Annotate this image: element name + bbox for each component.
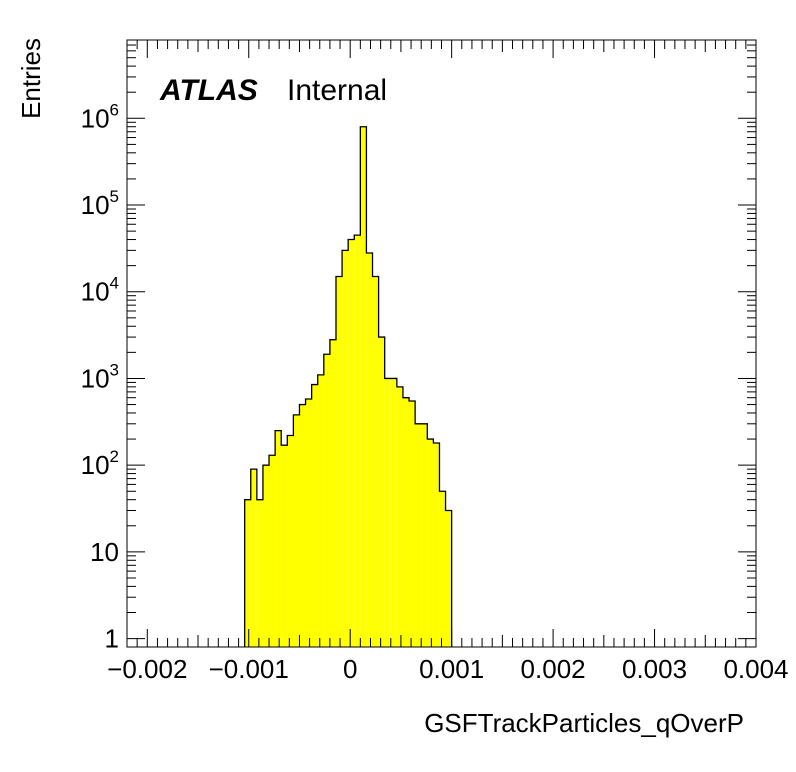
histogram-outline	[244, 126, 453, 647]
y-tick-label: 1	[105, 624, 119, 654]
histogram-bar	[250, 469, 257, 647]
histogram-bar	[335, 276, 343, 647]
histogram-bar	[317, 374, 324, 647]
y-tick-base: 10	[81, 363, 110, 393]
y-tick-base: 10	[81, 103, 110, 133]
x-axis-ticks	[126, 40, 757, 647]
histogram-bar	[305, 398, 312, 647]
internal-label: Internal	[287, 74, 387, 107]
y-axis-title: Entries	[16, 38, 46, 119]
histogram-bar	[287, 435, 294, 647]
histogram-bar	[299, 404, 306, 647]
histogram-bar	[293, 414, 300, 647]
histogram-bar	[433, 443, 440, 647]
x-tick-labels: −0.002 −0.001 0 0.001 0.002 0.003 0.004	[107, 654, 788, 684]
x-tick-label: 0.001	[419, 654, 484, 684]
histogram-bar	[445, 510, 452, 647]
histogram-bar	[360, 126, 367, 647]
histogram-bar	[402, 397, 410, 647]
histogram-bar	[244, 499, 251, 647]
histogram-bar	[323, 354, 330, 647]
y-tick-exponent: 5	[110, 187, 119, 206]
x-tick-label: 0.004	[723, 654, 788, 684]
y-tick-base: 10	[90, 537, 119, 567]
histogram-bar	[366, 252, 373, 647]
histogram-bar	[415, 423, 422, 647]
y-tick-base: 1	[105, 624, 119, 654]
y-tick-label: 102	[81, 447, 119, 480]
y-tick-base: 10	[81, 450, 110, 480]
y-tick-exponent: 2	[110, 447, 119, 466]
histogram-bar	[262, 465, 270, 647]
histogram-bins	[244, 126, 453, 648]
histogram-bar	[439, 491, 446, 647]
x-tick-label: 0.003	[622, 654, 687, 684]
histogram-bar	[396, 386, 403, 647]
histogram-bar	[354, 235, 361, 648]
histogram-bar	[275, 430, 282, 647]
x-axis-title: GSFTrackParticles_qOverP	[424, 708, 744, 738]
y-tick-label: 10	[90, 537, 119, 567]
histogram-bar	[348, 239, 355, 647]
histogram-bar	[269, 455, 276, 647]
x-tick-label: −0.002	[107, 654, 187, 684]
histogram-bar	[390, 378, 397, 647]
histogram-bar	[281, 445, 288, 647]
y-tick-label: 104	[81, 274, 119, 307]
histogram-bar	[378, 337, 385, 647]
x-tick-label: −0.001	[209, 654, 289, 684]
histogram-bar	[342, 250, 349, 647]
histogram-bar	[427, 439, 434, 647]
y-tick-label: 103	[81, 360, 119, 393]
atlas-label: ATLAS	[159, 74, 258, 107]
histogram-bar	[311, 384, 318, 647]
histogram-bar	[421, 423, 428, 647]
y-axis-ticks	[127, 39, 756, 640]
y-tick-label: 106	[81, 100, 119, 133]
x-tick-label: 0	[343, 654, 357, 684]
histogram-bar	[329, 339, 336, 647]
y-tick-label: 105	[81, 187, 119, 220]
histogram-bar	[409, 400, 416, 647]
histogram-bar	[372, 276, 379, 647]
histogram-bar	[256, 499, 263, 647]
y-tick-base: 10	[81, 190, 110, 220]
y-tick-exponent: 3	[110, 360, 119, 379]
y-tick-exponent: 6	[110, 100, 119, 119]
y-tick-base: 10	[81, 277, 110, 307]
y-tick-exponent: 4	[110, 274, 119, 293]
histogram-bar	[384, 378, 391, 647]
x-tick-label: 0.002	[521, 654, 586, 684]
